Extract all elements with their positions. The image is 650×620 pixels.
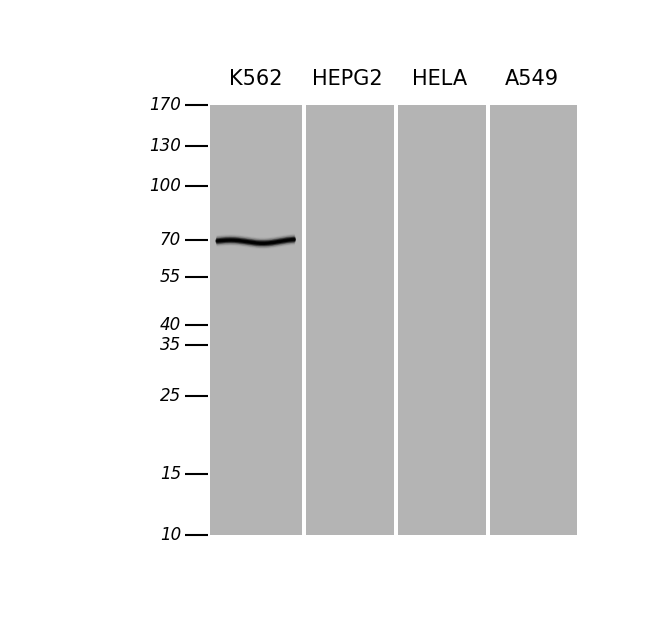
Bar [489,105,577,535]
Text: 25: 25 [160,387,181,405]
Bar [306,105,393,535]
Text: 70: 70 [160,231,181,249]
Text: HELA: HELA [412,69,467,89]
Bar [210,105,302,535]
Bar [486,105,489,535]
Text: 130: 130 [149,137,181,155]
Text: 35: 35 [160,336,181,354]
Text: 40: 40 [160,316,181,334]
Bar [398,105,486,535]
Text: 10: 10 [160,526,181,544]
Text: K562: K562 [229,69,282,89]
Text: A549: A549 [504,69,558,89]
Text: 170: 170 [149,97,181,115]
Text: 100: 100 [149,177,181,195]
Bar [302,105,306,535]
Text: HEPG2: HEPG2 [312,69,383,89]
Bar [393,105,398,535]
Text: 55: 55 [160,268,181,286]
Text: 15: 15 [160,464,181,482]
